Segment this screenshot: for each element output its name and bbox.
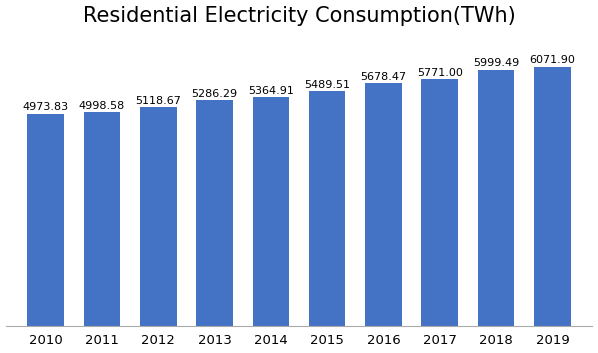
Text: 5489.51: 5489.51	[304, 80, 350, 90]
Text: 5286.29: 5286.29	[191, 89, 237, 99]
Text: 5771.00: 5771.00	[417, 68, 463, 78]
Text: 5118.67: 5118.67	[135, 96, 181, 106]
Text: 4973.83: 4973.83	[23, 102, 69, 112]
Bar	[365, 83, 402, 326]
Bar	[534, 67, 570, 326]
Bar	[84, 113, 120, 326]
Bar	[196, 100, 233, 326]
Text: 6071.90: 6071.90	[529, 55, 575, 65]
Text: 4998.58: 4998.58	[79, 101, 125, 111]
Bar	[422, 79, 458, 326]
Text: 5364.91: 5364.91	[248, 85, 294, 96]
Bar	[140, 107, 176, 326]
Text: 5999.49: 5999.49	[473, 58, 519, 68]
Bar	[28, 114, 64, 326]
Bar	[478, 70, 514, 326]
Bar	[309, 91, 346, 326]
Text: 5678.47: 5678.47	[361, 72, 407, 82]
Title: Residential Electricity Consumption(TWh): Residential Electricity Consumption(TWh)	[83, 6, 515, 25]
Bar	[252, 97, 289, 326]
